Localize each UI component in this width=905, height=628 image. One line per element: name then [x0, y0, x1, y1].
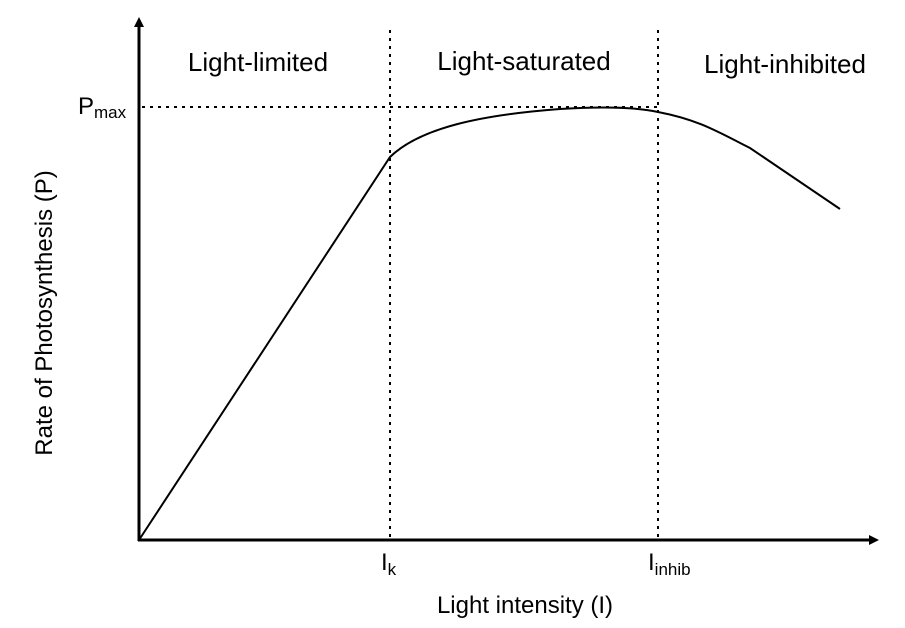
- y-axis-title: Rate of Photosynthesis (P): [31, 170, 58, 455]
- region-label-light-saturated: Light-saturated: [437, 46, 610, 76]
- x-axis-title: Light intensity (I): [437, 592, 613, 619]
- pi-curve: [138, 106, 841, 541]
- region-label-light-limited: Light-limited: [188, 47, 328, 77]
- region-label-light-inhibited: Light-inhibited: [704, 49, 866, 79]
- iinhib-label: Iinhib: [648, 549, 691, 579]
- ik-label: Ik: [381, 549, 397, 579]
- pmax-label: Pmax: [78, 93, 127, 122]
